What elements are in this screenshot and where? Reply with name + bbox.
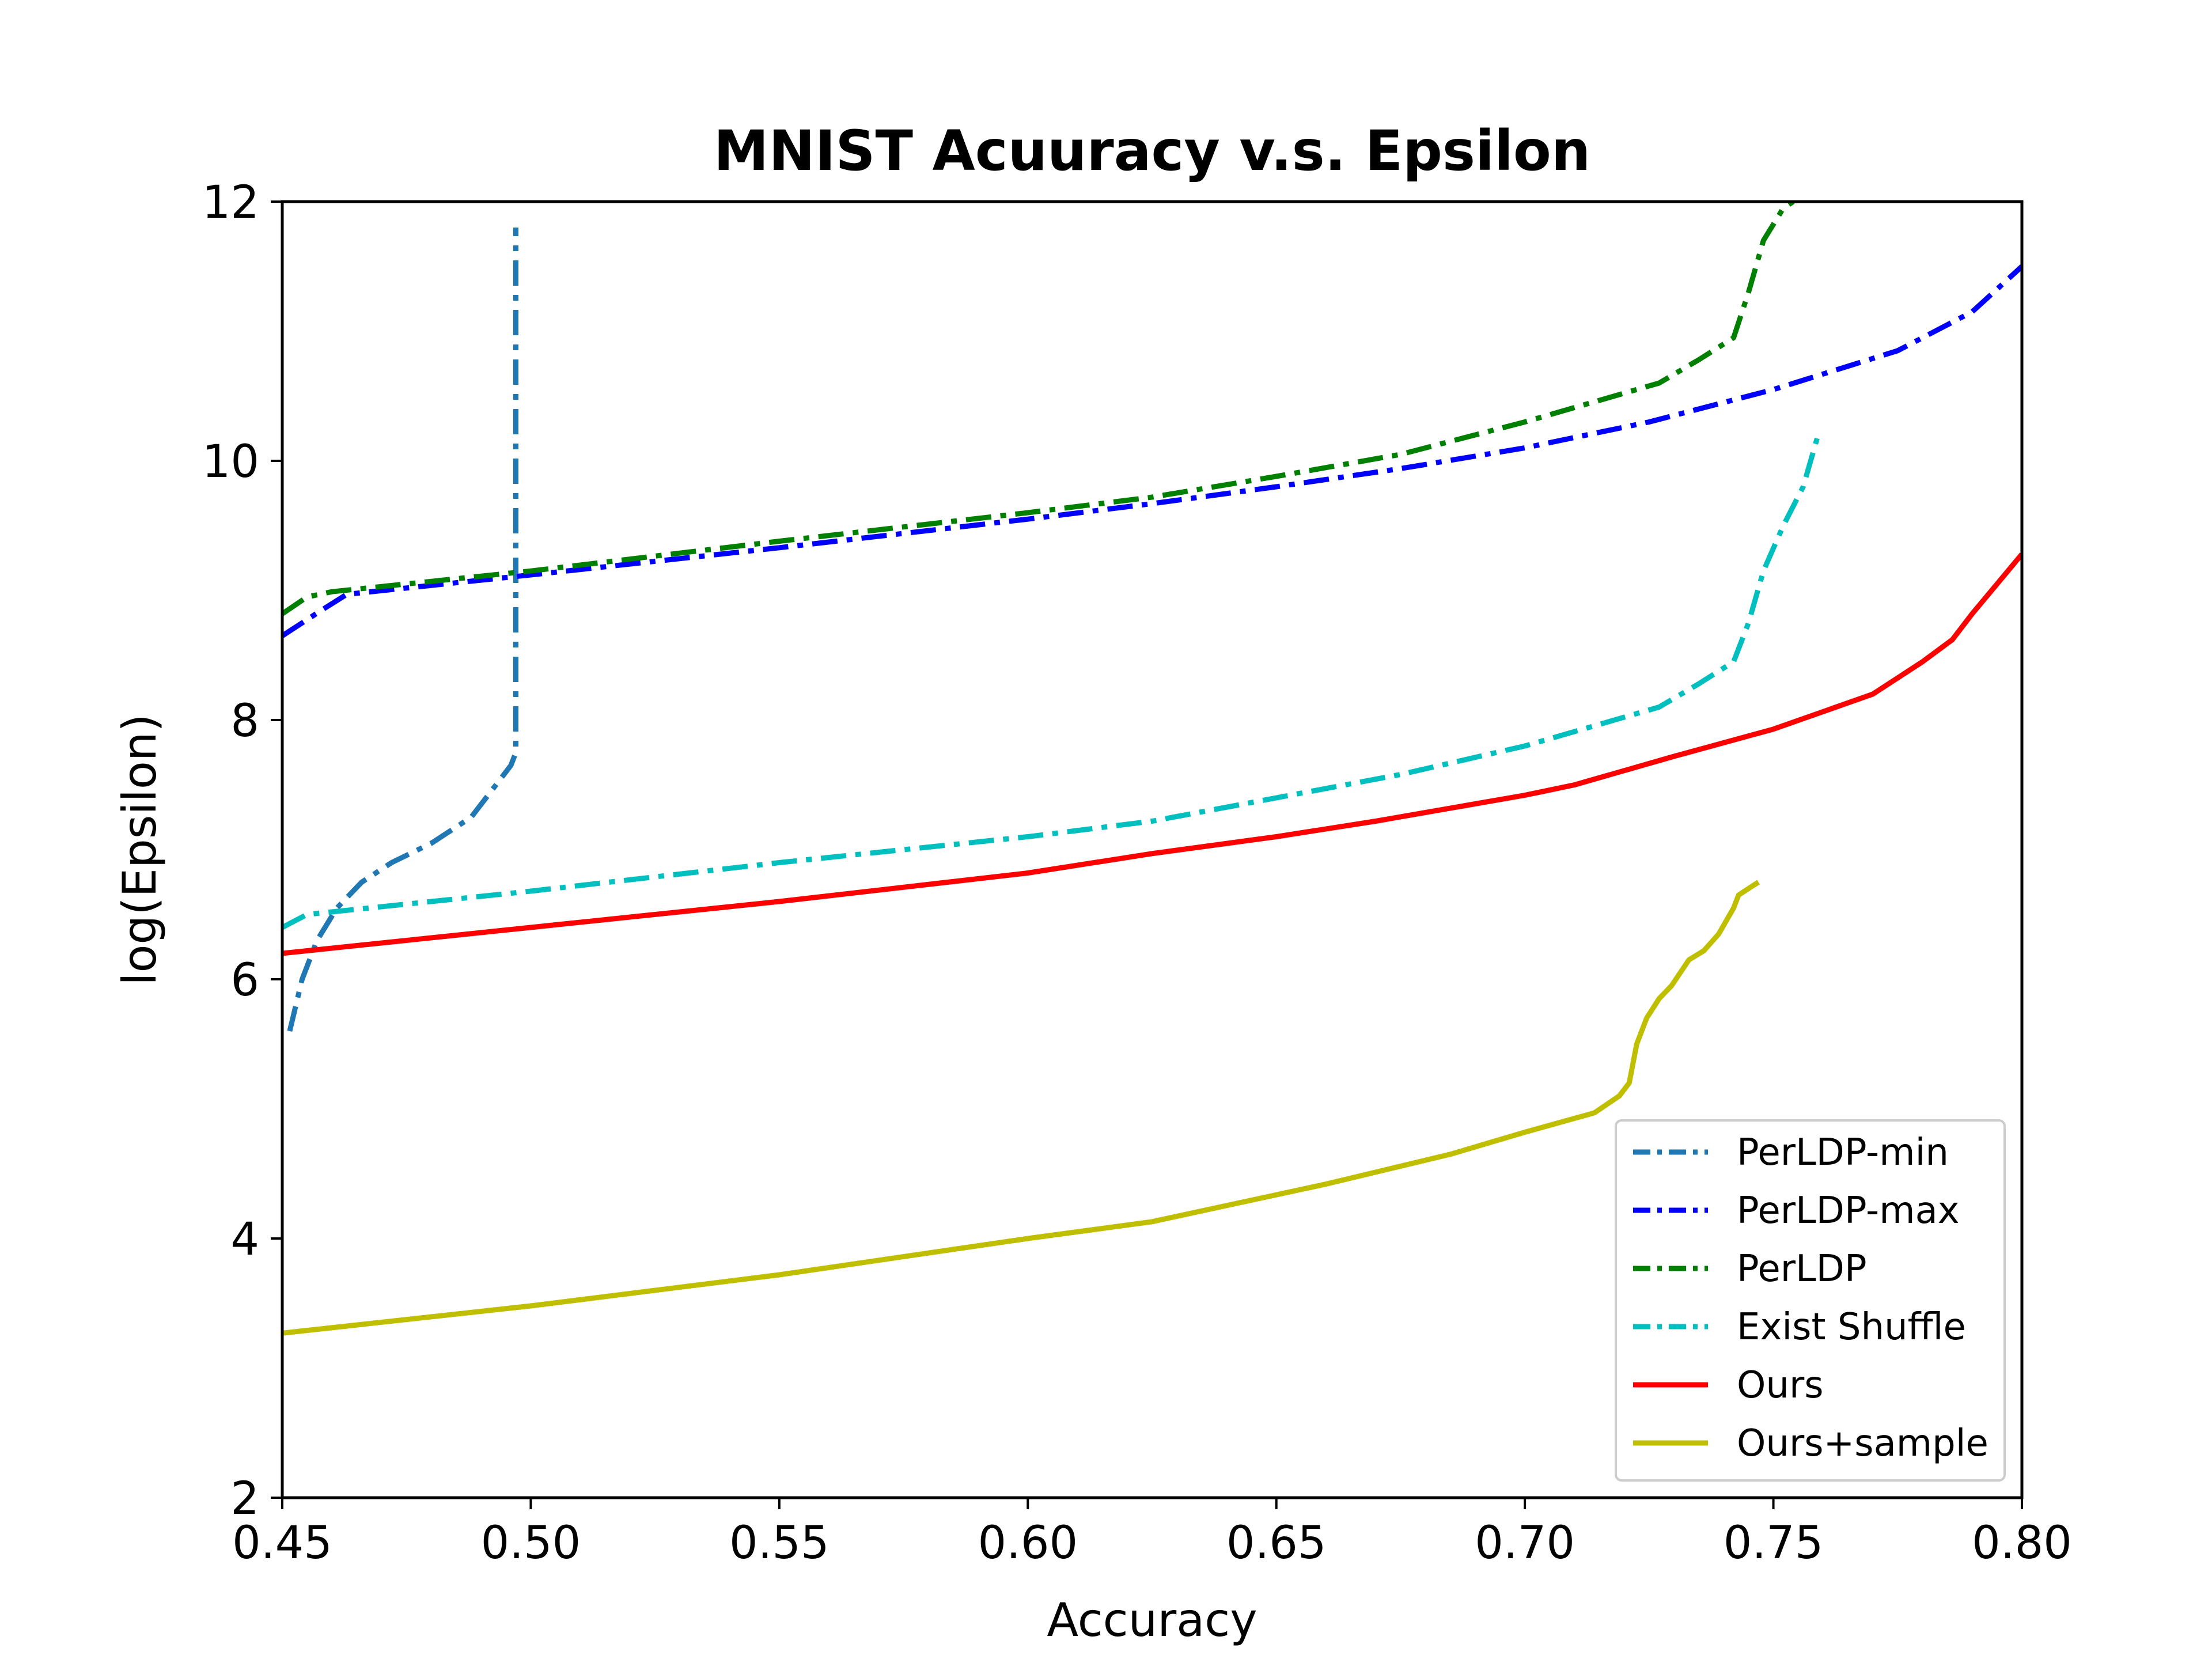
legend-label: Ours (1737, 1364, 1824, 1407)
series-line-3 (282, 202, 1795, 616)
x-axis-label: Accuracy (1047, 1593, 1257, 1647)
legend: PerLDP-min PerLDP-max PerLDP Exist Shuffle O… (1615, 1119, 2006, 1482)
legend-label: Ours+sample (1737, 1422, 1988, 1465)
series-line-5 (282, 552, 2022, 956)
series-line-6 (282, 880, 1760, 1336)
x-tick-label: 0.45 (232, 1517, 332, 1569)
chart-title: MNIST Acuuracy v.s. Epsilon (714, 119, 1590, 183)
axes-frame (281, 200, 2024, 1499)
y-tick-label: 10 (202, 436, 259, 488)
legend-label: PerLDP (1737, 1248, 1867, 1290)
axis-ticks: 0.45 0.50 0.55 0.60 0.65 0.70 0.75 0.80 2 4 6 8 10 12 (202, 177, 2072, 1569)
x-tick-label: 0.80 (1972, 1517, 2072, 1569)
plot-area (282, 202, 2022, 1336)
y-tick-label: 4 (230, 1214, 259, 1266)
y-tick-label: 8 (230, 695, 259, 747)
legend-label: Exist Shuffle (1737, 1306, 1966, 1349)
x-tick-label: 0.60 (978, 1517, 1078, 1569)
x-tick-label: 0.65 (1226, 1517, 1327, 1569)
y-tick-label: 12 (202, 177, 259, 229)
x-tick-label: 0.50 (481, 1517, 581, 1569)
y-tick-label: 6 (230, 955, 259, 1006)
y-tick-label: 2 (230, 1473, 259, 1525)
series-line-2 (282, 264, 2022, 638)
legend-label: PerLDP-max (1737, 1190, 1960, 1232)
series-line-4 (282, 434, 1821, 930)
x-tick-label: 0.75 (1724, 1517, 1824, 1569)
x-tick-label: 0.70 (1475, 1517, 1575, 1569)
x-tick-label: 0.55 (729, 1517, 830, 1569)
series-line-1 (287, 228, 518, 1032)
y-axis-label: log(Epsilon) (113, 714, 166, 985)
legend-box (1615, 1119, 2006, 1482)
legend-label: PerLDP-min (1737, 1131, 1949, 1174)
